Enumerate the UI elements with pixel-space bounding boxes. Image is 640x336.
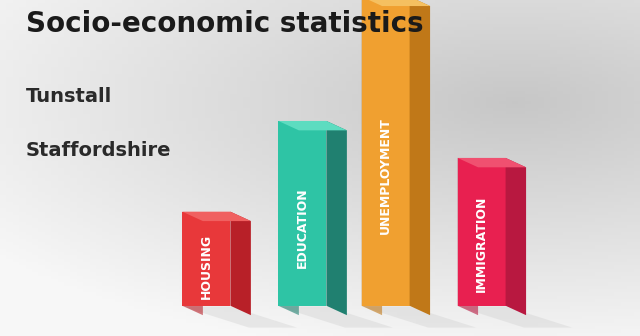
Polygon shape	[362, 0, 382, 315]
Text: Staffordshire: Staffordshire	[26, 141, 171, 160]
Polygon shape	[362, 0, 410, 306]
Polygon shape	[230, 212, 251, 315]
Polygon shape	[182, 212, 251, 221]
Polygon shape	[458, 158, 478, 315]
Text: HOUSING: HOUSING	[200, 234, 213, 299]
Polygon shape	[506, 158, 526, 315]
Polygon shape	[458, 158, 526, 167]
Text: Tunstall: Tunstall	[26, 87, 112, 107]
Polygon shape	[410, 0, 430, 315]
Text: Socio-economic statistics: Socio-economic statistics	[26, 10, 423, 38]
Polygon shape	[278, 121, 326, 306]
Polygon shape	[278, 306, 393, 328]
Polygon shape	[278, 121, 299, 315]
Polygon shape	[182, 212, 230, 306]
Text: IMMIGRATION: IMMIGRATION	[475, 196, 488, 292]
Polygon shape	[458, 306, 572, 328]
Polygon shape	[458, 158, 506, 306]
Polygon shape	[182, 212, 203, 315]
Polygon shape	[278, 121, 347, 130]
Text: EDUCATION: EDUCATION	[296, 188, 309, 268]
Polygon shape	[362, 306, 476, 328]
Polygon shape	[326, 121, 347, 315]
Polygon shape	[182, 306, 297, 328]
Polygon shape	[362, 0, 430, 6]
Text: UNEMPLOYMENT: UNEMPLOYMENT	[379, 118, 392, 235]
